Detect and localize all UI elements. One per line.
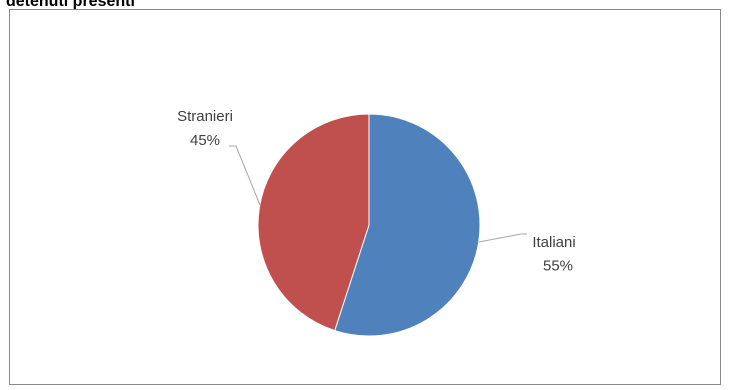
leader-line-italiani bbox=[478, 233, 527, 243]
slice-value-italiani: 55% bbox=[543, 257, 573, 274]
chart-title: detenuti presenti bbox=[6, 0, 135, 10]
leader-lines bbox=[229, 145, 527, 243]
pie-slice-stranieri bbox=[257, 113, 370, 332]
leader-line-stranieri bbox=[229, 145, 261, 206]
pie-slices bbox=[257, 113, 481, 337]
pie-slice-italiani bbox=[334, 113, 481, 337]
slice-label-italiani: Italiani bbox=[532, 234, 575, 251]
slice-label-stranieri: Stranieri bbox=[177, 108, 233, 125]
slice-value-stranieri: 45% bbox=[190, 132, 220, 149]
